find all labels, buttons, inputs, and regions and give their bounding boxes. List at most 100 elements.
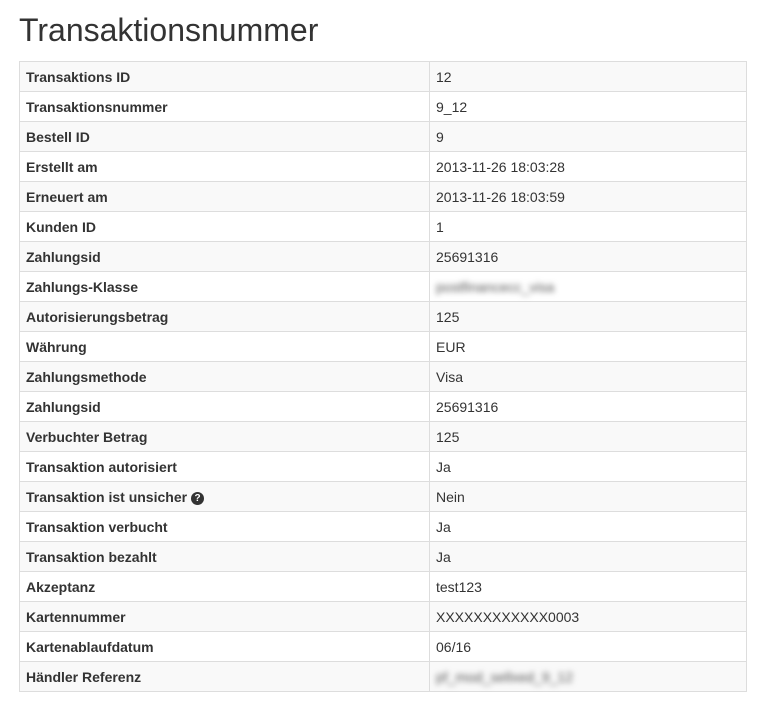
row-value: 9: [429, 121, 747, 152]
row-value: 125: [429, 421, 747, 452]
row-value-text: 12: [436, 68, 452, 85]
row-label: Händler Referenz: [19, 661, 430, 692]
row-value: Nein: [429, 481, 747, 512]
row-value: test123: [429, 571, 747, 602]
row-value-text: postfinancecc_visa: [436, 278, 555, 295]
row-value-text: 2013-11-26 18:03:28: [436, 158, 565, 175]
row-value: Ja: [429, 511, 747, 542]
row-value: 125: [429, 301, 747, 332]
row-label-text: Erstellt am: [26, 158, 98, 175]
row-value: 2013-11-26 18:03:28: [429, 151, 747, 182]
row-label-text: Transaktion bezahlt: [26, 548, 157, 565]
table-row: Zahlungs-Klasse postfinancecc_visa: [19, 271, 747, 302]
row-value: 2013-11-26 18:03:59: [429, 181, 747, 212]
row-label: Zahlungsid: [19, 391, 430, 422]
row-label-text: Transaktion autorisiert: [26, 458, 177, 475]
row-label-text: Währung: [26, 338, 87, 355]
row-value-text: test123: [436, 578, 482, 595]
row-value-text: Ja: [436, 548, 451, 565]
row-value-text: Ja: [436, 458, 451, 475]
row-label-text: Kunden ID: [26, 218, 96, 235]
row-label-text: Transaktion verbucht: [26, 518, 168, 535]
table-row: Transaktions ID 12: [19, 61, 747, 92]
row-value: 25691316: [429, 391, 747, 422]
row-label: Transaktion ist unsicher?: [19, 481, 430, 512]
row-label-text: Zahlungsid: [26, 398, 101, 415]
row-label: Akzeptanz: [19, 571, 430, 602]
row-label: Transaktionsnummer: [19, 91, 430, 122]
row-label-text: Erneuert am: [26, 188, 108, 205]
row-value: 9_12: [429, 91, 747, 122]
table-row: Währung EUR: [19, 331, 747, 362]
row-value-text: XXXXXXXXXXXX0003: [436, 608, 580, 625]
table-row: Autorisierungsbetrag 125: [19, 301, 747, 332]
row-label: Erstellt am: [19, 151, 430, 182]
row-label: Transaktions ID: [19, 61, 430, 92]
row-label: Transaktion autorisiert: [19, 451, 430, 482]
table-row: Zahlungsmethode Visa: [19, 361, 747, 392]
table-row: Erstellt am 2013-11-26 18:03:28: [19, 151, 747, 182]
row-label: Autorisierungsbetrag: [19, 301, 430, 332]
table-row: Kartenablaufdatum 06/16: [19, 631, 747, 662]
row-value-text: 2013-11-26 18:03:59: [436, 188, 565, 205]
row-value-text: Ja: [436, 518, 451, 535]
row-label: Zahlungs-Klasse: [19, 271, 430, 302]
table-row: Erneuert am 2013-11-26 18:03:59: [19, 181, 747, 212]
row-value: 25691316: [429, 241, 747, 272]
row-label-text: Kartennummer: [26, 608, 126, 625]
row-value-text: 9: [436, 128, 444, 145]
row-label: Zahlungsmethode: [19, 361, 430, 392]
row-value: 1: [429, 211, 747, 242]
row-value-text: 06/16: [436, 638, 472, 655]
row-label-text: Transaktions ID: [26, 68, 131, 85]
row-label-text: Kartenablaufdatum: [26, 638, 154, 655]
row-value-text: 9_12: [436, 98, 468, 115]
transaction-details-table: Transaktions ID 12 Transaktionsnummer 9_12 B…: [19, 61, 747, 692]
row-label: Erneuert am: [19, 181, 430, 212]
table-row: Transaktion ist unsicher? Nein: [19, 481, 747, 512]
row-label: Transaktion bezahlt: [19, 541, 430, 572]
table-row: Transaktion verbucht Ja: [19, 511, 747, 542]
row-label-text: Autorisierungsbetrag: [26, 308, 169, 325]
row-label: Kunden ID: [19, 211, 430, 242]
table-row: Händler Referenz pf_mod_sellxed_9_12: [19, 661, 747, 692]
page-title: Transaktionsnummer: [19, 12, 319, 48]
row-value: XXXXXXXXXXXX0003: [429, 601, 747, 632]
row-label-text: Zahlungsmethode: [26, 368, 147, 385]
row-label-text: Zahlungs-Klasse: [26, 278, 139, 295]
row-label-text: Zahlungsid: [26, 248, 101, 265]
row-label: Kartennummer: [19, 601, 430, 632]
row-value: EUR: [429, 331, 747, 362]
table-row: Transaktion bezahlt Ja: [19, 541, 747, 572]
table-row: Zahlungsid 25691316: [19, 391, 747, 422]
question-circle-icon[interactable]: ?: [191, 491, 205, 505]
row-label: Bestell ID: [19, 121, 430, 152]
row-value: pf_mod_sellxed_9_12: [429, 661, 747, 692]
table-row: Transaktionsnummer 9_12: [19, 91, 747, 122]
row-value-text: 1: [436, 218, 444, 235]
row-label-text: Transaktion ist unsicher: [26, 488, 188, 505]
table-row: Kunden ID 1: [19, 211, 747, 242]
row-value-text: 25691316: [436, 248, 499, 265]
row-label-text: Verbuchter Betrag: [26, 428, 148, 445]
row-label: Transaktion verbucht: [19, 511, 430, 542]
row-value: Visa: [429, 361, 747, 392]
row-label-text: Akzeptanz: [26, 578, 96, 595]
row-value: 12: [429, 61, 747, 92]
table-row: Verbuchter Betrag 125: [19, 421, 747, 452]
row-label: Verbuchter Betrag: [19, 421, 430, 452]
row-label: Währung: [19, 331, 430, 362]
row-label-text: Händler Referenz: [26, 668, 142, 685]
row-value-text: Nein: [436, 488, 465, 505]
row-value-text: pf_mod_sellxed_9_12: [436, 668, 573, 685]
row-value: 06/16: [429, 631, 747, 662]
table-row: Bestell ID 9: [19, 121, 747, 152]
row-label: Kartenablaufdatum: [19, 631, 430, 662]
table-row: Kartennummer XXXXXXXXXXXX0003: [19, 601, 747, 632]
row-label-text: Bestell ID: [26, 128, 90, 145]
row-value: Ja: [429, 541, 747, 572]
table-row: Akzeptanz test123: [19, 571, 747, 602]
row-label: Zahlungsid: [19, 241, 430, 272]
row-label-text: Transaktionsnummer: [26, 98, 168, 115]
row-value: postfinancecc_visa: [429, 271, 747, 302]
